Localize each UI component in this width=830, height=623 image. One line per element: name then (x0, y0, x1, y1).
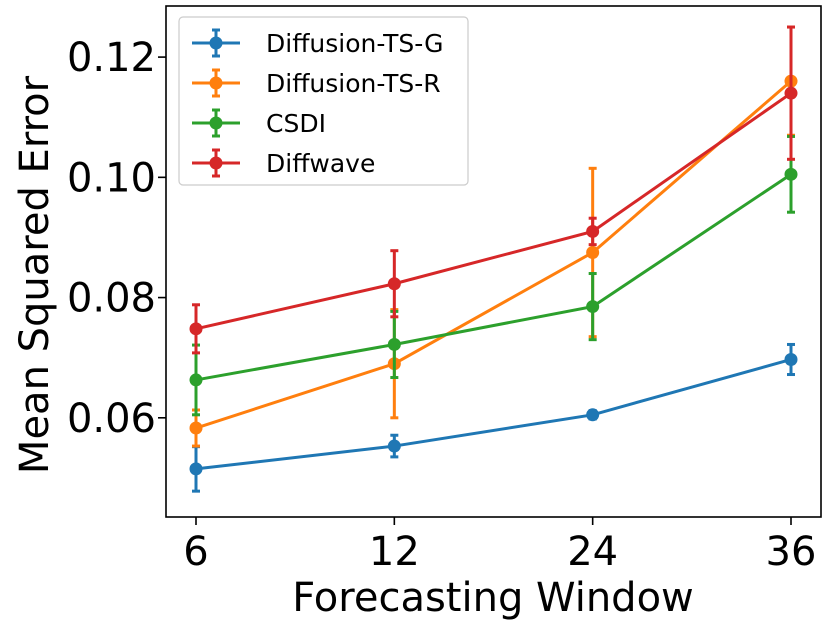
legend-frame (178, 16, 469, 186)
y-tick-label: 0.08 (67, 276, 156, 322)
x-axis-label: Forecasting Window (292, 575, 694, 621)
legend-marker (209, 116, 223, 130)
series-diffusion-ts-g (189, 342, 798, 493)
data-point (586, 245, 600, 259)
legend-marker (209, 36, 223, 50)
data-point (586, 408, 600, 422)
series-layer (189, 25, 798, 493)
legend-entry: Diffwave (192, 148, 375, 178)
legend-label: Diffusion-TS-R (266, 69, 441, 98)
data-point (586, 300, 600, 314)
x-tick-label: 6 (183, 529, 208, 575)
data-point (189, 322, 203, 336)
legend-entry: CSDI (192, 108, 326, 138)
data-point (784, 352, 798, 366)
series-line (195, 358, 792, 471)
legend-label: Diffusion-TS-G (266, 29, 444, 58)
legend-label: CSDI (266, 109, 326, 138)
series-line (195, 91, 792, 331)
data-point (387, 277, 401, 291)
y-tick-label: 0.06 (67, 396, 156, 442)
series-line (195, 173, 792, 382)
legend-entry: Diffusion-TS-R (192, 68, 441, 98)
y-tick-label: 0.12 (67, 35, 156, 81)
x-tick-label: 36 (766, 529, 817, 575)
data-point (586, 224, 600, 238)
legend-marker (209, 76, 223, 90)
plot-area-frame (165, 5, 822, 518)
x-tick-label: 24 (567, 529, 618, 575)
series-line (195, 80, 792, 430)
y-axis: 0.06 0.08 0.10 0.12 (67, 35, 166, 442)
data-point (387, 439, 401, 453)
data-point (189, 373, 203, 387)
legend-marker (209, 156, 223, 170)
legend: Diffusion-TS-G Diffusion-TS-R CSDI Diffwave (178, 16, 469, 186)
data-point (784, 167, 798, 181)
x-axis: 6 12 24 36 (183, 517, 816, 575)
legend-entry: Diffusion-TS-G (192, 28, 444, 58)
legend-label: Diffwave (266, 149, 375, 178)
y-tick-label: 0.10 (67, 155, 156, 201)
data-point (387, 337, 401, 351)
y-axis-label: Mean Squared Error (12, 75, 58, 474)
data-point (784, 86, 798, 100)
data-point (189, 421, 203, 435)
series-diffwave (189, 25, 798, 355)
data-point (189, 462, 203, 476)
x-tick-label: 12 (369, 529, 420, 575)
